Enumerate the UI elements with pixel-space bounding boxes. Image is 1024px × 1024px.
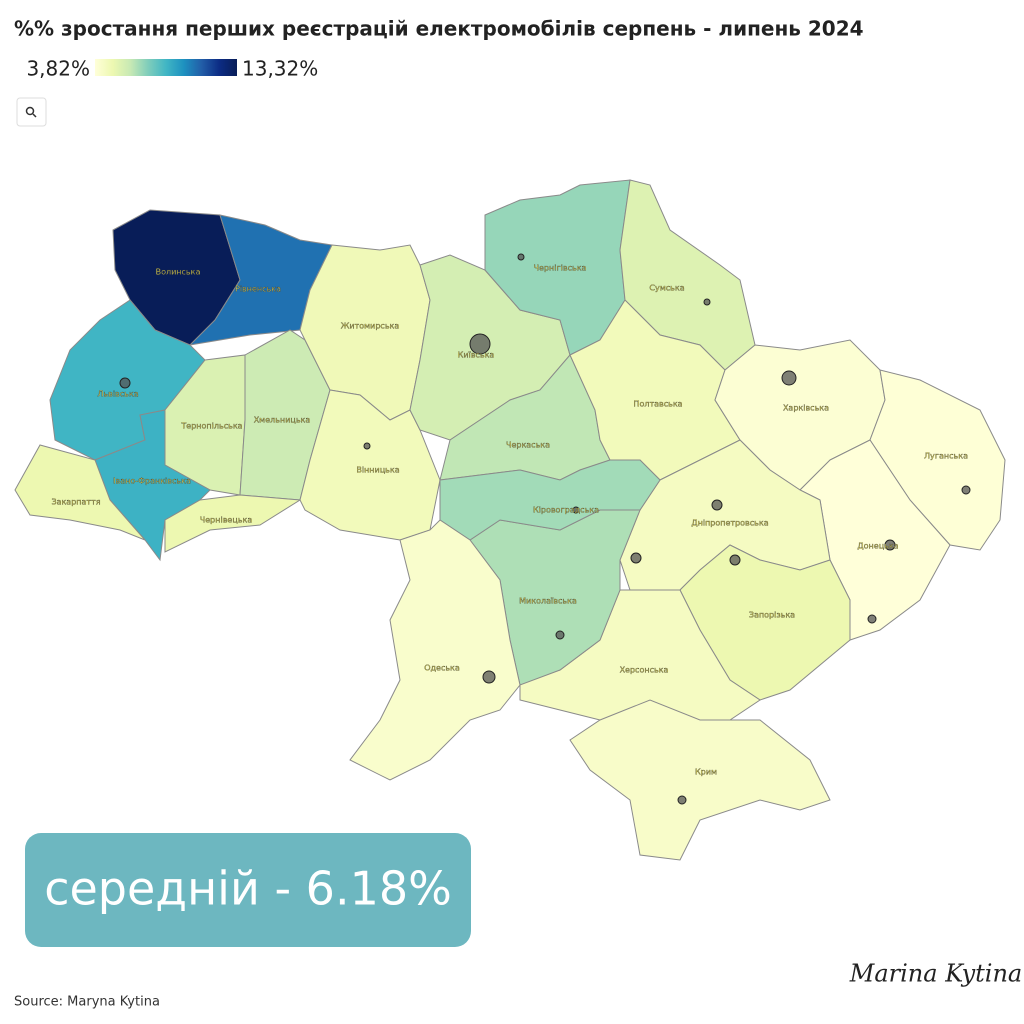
search-button[interactable] (16, 97, 47, 127)
region-label: Закарпаття (51, 498, 100, 507)
city-dot (469, 333, 491, 355)
city-dot (884, 539, 896, 551)
region-label: Хмельницька (254, 416, 311, 425)
city-dot (729, 554, 741, 566)
city-dot (961, 485, 971, 495)
region-label: Вінницька (356, 466, 399, 475)
city-dot (572, 506, 580, 514)
region-label: Чернігівська (534, 264, 587, 273)
region-label: Миколаївська (519, 597, 577, 606)
region-label: Харківська (783, 404, 829, 413)
city-dot (677, 795, 687, 805)
region-label: Крим (695, 768, 717, 777)
average-label: середній - 6.18% (44, 862, 452, 916)
source: Source: Maryna Kytina (14, 995, 160, 1010)
region-label: Київська (458, 351, 495, 360)
city-dot (363, 442, 371, 450)
region-label: Луганська (924, 452, 968, 461)
legend-min-label: 3,82% (26, 57, 90, 81)
region-label: Херсонська (620, 666, 669, 675)
city-dot (119, 377, 131, 389)
search-box[interactable] (16, 97, 47, 127)
signature: Marina Kytina (849, 960, 1022, 988)
region-label: Черкаська (506, 441, 550, 450)
region (14, 444, 146, 541)
region (439, 459, 661, 541)
chart-title: %% зростання перших реєстрацій електромо… (14, 17, 864, 41)
region-label: Тернопільська (180, 422, 242, 431)
search-icon[interactable] (25, 106, 35, 116)
region-label: Одеська (424, 664, 460, 673)
region (569, 699, 831, 861)
search-icon-handle[interactable] (32, 113, 37, 118)
region (869, 369, 1006, 551)
region-label: Чернівецька (200, 516, 253, 525)
region-label: Полтавська (633, 400, 682, 409)
region-label: Сумська (649, 284, 684, 293)
city-dot (630, 552, 642, 564)
region-label: Запорізька (749, 611, 795, 620)
legend-gradient (95, 59, 237, 76)
region-label: Івано-Франківська (113, 477, 191, 486)
legend-max-label: 13,32% (242, 57, 318, 81)
city-dot (711, 499, 723, 511)
city-dot (867, 614, 877, 624)
region (349, 519, 521, 781)
region-label: Кіровоградська (533, 506, 599, 515)
region (164, 494, 302, 553)
region-label: Львівська (97, 390, 138, 399)
region-label: Житомирська (341, 322, 400, 331)
region-label: Донецька (857, 542, 898, 551)
city-dot (482, 670, 496, 684)
region-label: Волинська (156, 268, 201, 277)
city-dots (119, 253, 971, 805)
region-label: Дніпропетровська (691, 519, 768, 528)
city-dot (703, 298, 711, 306)
city-dot (781, 370, 797, 386)
region-label: Рівненська (235, 285, 281, 294)
city-dot (517, 253, 525, 261)
average-box (25, 833, 471, 947)
city-dot (555, 630, 565, 640)
